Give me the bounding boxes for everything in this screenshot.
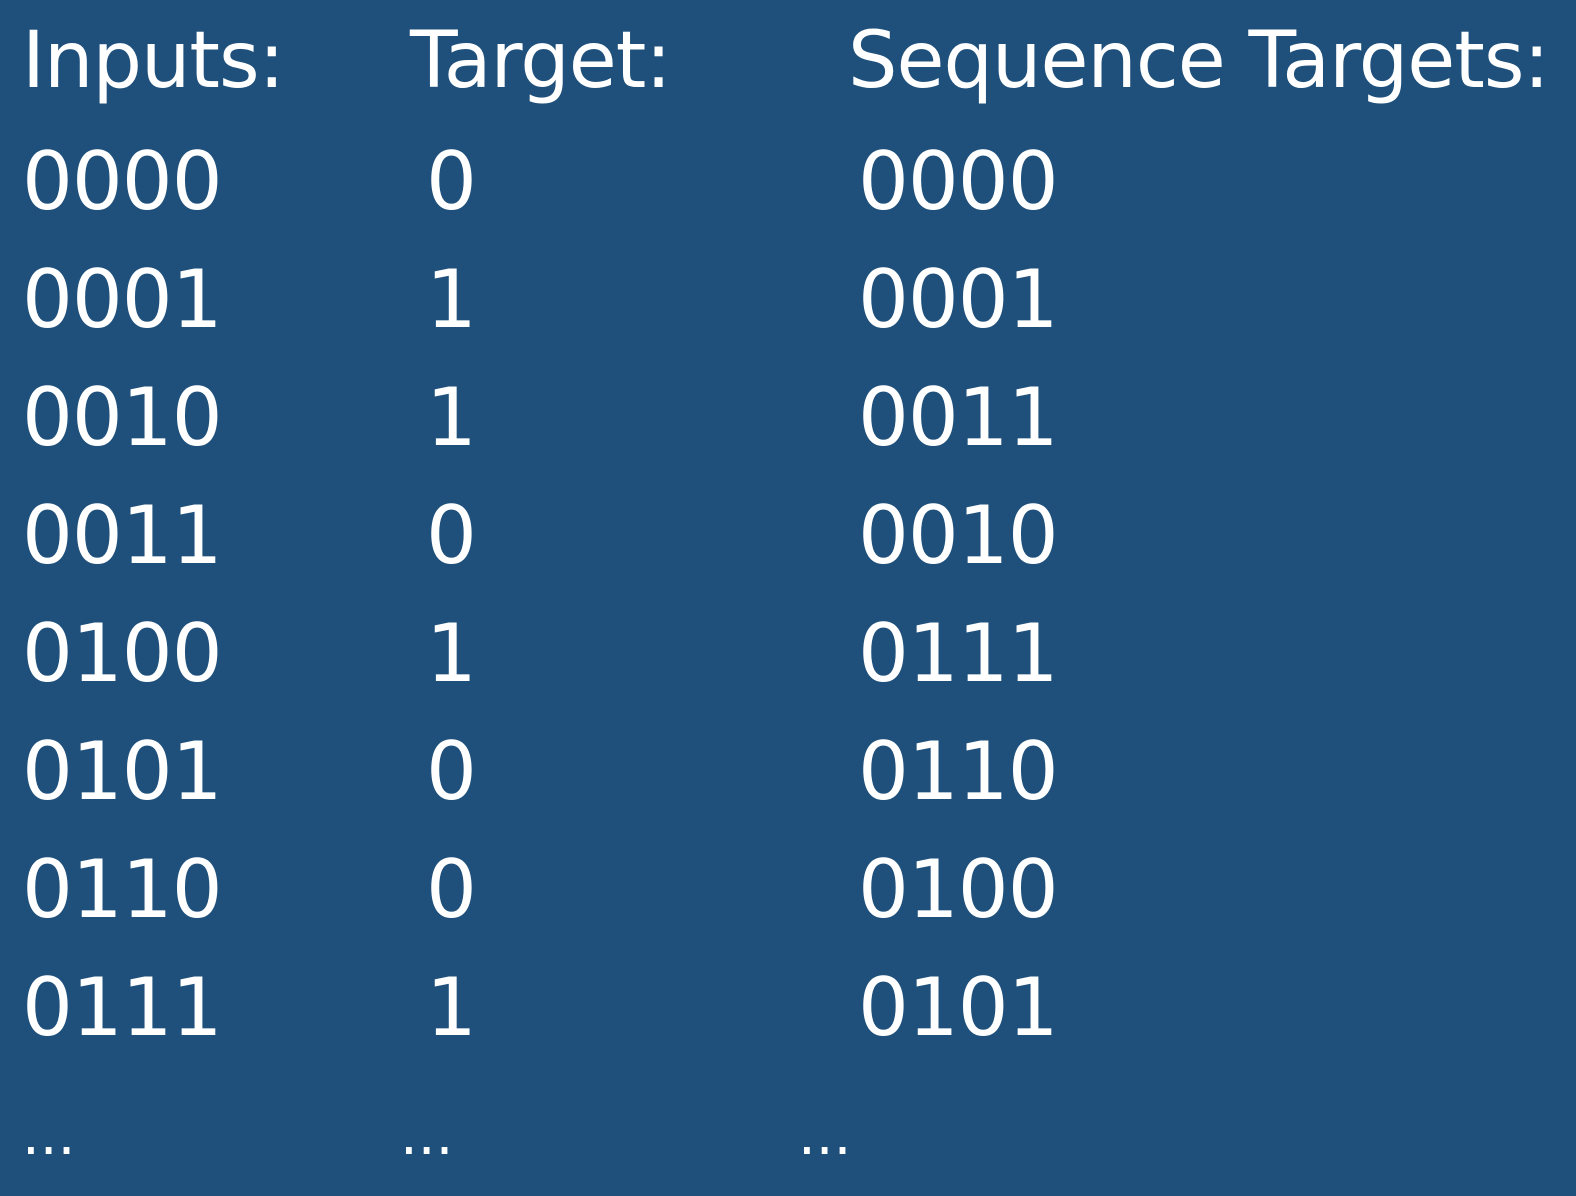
sequence-target-cell: 0110: [858, 725, 1059, 818]
header-sequence-targets: Sequence Targets:: [848, 16, 1550, 106]
sequence-target-cell: 0011: [858, 371, 1059, 464]
target-cell: 0: [426, 725, 477, 818]
inputs-continuation: ...: [22, 1103, 76, 1168]
input-cell: 0111: [22, 961, 223, 1054]
target-cell: 0: [426, 843, 477, 936]
target-cell: 1: [426, 253, 477, 346]
input-cell: 0000: [22, 135, 223, 228]
sequence-target-cell: 0000: [858, 135, 1059, 228]
input-cell: 0001: [22, 253, 223, 346]
input-cell: 0011: [22, 489, 223, 582]
input-cell: 0101: [22, 725, 223, 818]
input-cell: 0110: [22, 843, 223, 936]
input-cell: 0010: [22, 371, 223, 464]
target-cell: 1: [426, 371, 477, 464]
target-cell: 1: [426, 961, 477, 1054]
header-inputs: Inputs:: [22, 16, 285, 106]
sequence-target-cell: 0001: [858, 253, 1059, 346]
header-target: Target:: [410, 16, 672, 106]
target-cell: 0: [426, 135, 477, 228]
target-cell: 0: [426, 489, 477, 582]
sequence-targets-continuation: ...: [798, 1103, 852, 1168]
sequence-target-cell: 0101: [858, 961, 1059, 1054]
sequence-target-cell: 0010: [858, 489, 1059, 582]
sequence-target-cell: 0100: [858, 843, 1059, 936]
sequence-target-cell: 0111: [858, 607, 1059, 700]
target-continuation: ...: [400, 1103, 454, 1168]
input-cell: 0100: [22, 607, 223, 700]
target-cell: 1: [426, 607, 477, 700]
